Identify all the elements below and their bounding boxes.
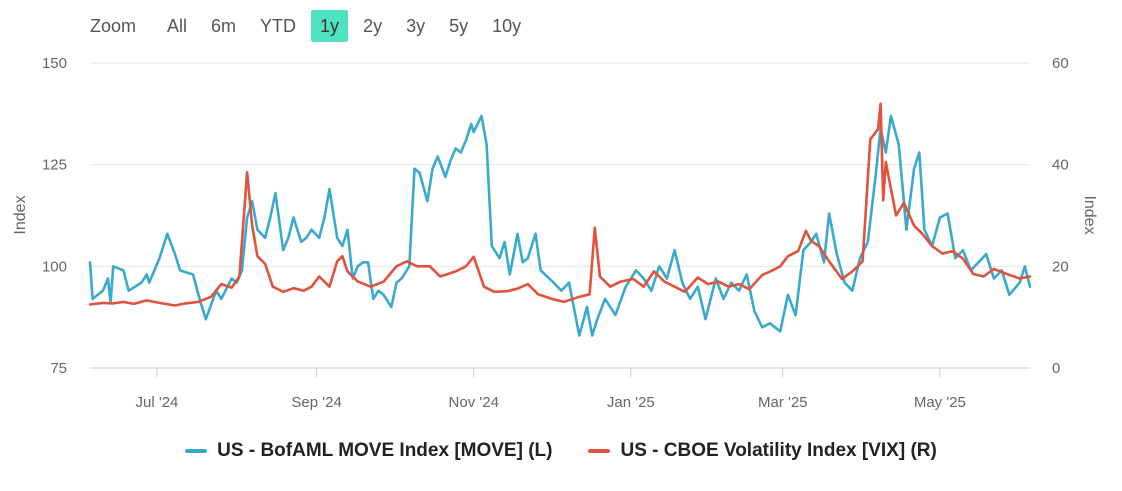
right-tick-label: 40	[1052, 157, 1069, 174]
range-button-10y[interactable]: 10y	[492, 16, 522, 36]
left-tick-label: 125	[42, 157, 67, 174]
legend-label-vix: US - CBOE Volatility Index [VIX] (R)	[620, 440, 937, 461]
right-tick-label: 60	[1052, 55, 1069, 72]
series-line-move[interactable]	[88, 114, 1032, 337]
legend-item-vix[interactable]: US - CBOE Volatility Index [VIX] (R)	[588, 440, 937, 462]
x-tick-label: Mar '25	[758, 394, 808, 411]
right-axis-title: Index	[1081, 195, 1098, 234]
range-button-6m[interactable]: 6m	[211, 16, 237, 36]
range-button-1y[interactable]: 1y	[311, 10, 349, 42]
x-tick-label: Sep '24	[291, 394, 341, 411]
right-tick-label: 0	[1052, 360, 1060, 377]
legend-item-move[interactable]: US - BofAML MOVE Index [MOVE] (L)	[185, 440, 552, 462]
left-axis-title: Index	[12, 195, 29, 234]
legend-swatch-move	[185, 449, 208, 453]
x-tick-label: May '25	[914, 394, 966, 411]
axes: 75 100 125 150 0 20 40 60 Jul '24 Sep '24 Nov '24 J…	[42, 55, 1069, 411]
x-tick-label: Jan '25	[607, 394, 655, 411]
range-selector: Zoom All 6m YTD 1y 2y 3y 5y 10y	[82, 8, 536, 44]
gridlines	[90, 62, 1030, 369]
range-button-5y[interactable]: 5y	[449, 16, 469, 36]
range-button-all[interactable]: All	[167, 16, 188, 36]
series-line-vix[interactable]	[88, 102, 1032, 307]
legend: US - BofAML MOVE Index [MOVE] (L) US - C…	[0, 440, 1122, 462]
range-button-3y[interactable]: 3y	[406, 16, 426, 36]
x-tick-label: Nov '24	[449, 394, 499, 411]
left-tick-label: 150	[42, 55, 67, 72]
zoom-label: Zoom	[90, 15, 137, 36]
left-tick-label: 100	[42, 258, 67, 275]
series-lines	[88, 102, 1032, 337]
range-button-2y[interactable]: 2y	[363, 16, 383, 36]
legend-label-move: US - BofAML MOVE Index [MOVE] (L)	[217, 440, 553, 461]
chart-area: 75 100 125 150 0 20 40 60 Jul '24 Sep '24 Nov '24 J…	[12, 55, 1098, 411]
x-tick-label: Jul '24	[136, 394, 179, 411]
left-tick-label: 75	[50, 360, 67, 377]
right-tick-label: 20	[1052, 258, 1069, 275]
legend-swatch-vix	[588, 449, 611, 453]
range-button-ytd[interactable]: YTD	[260, 16, 297, 36]
